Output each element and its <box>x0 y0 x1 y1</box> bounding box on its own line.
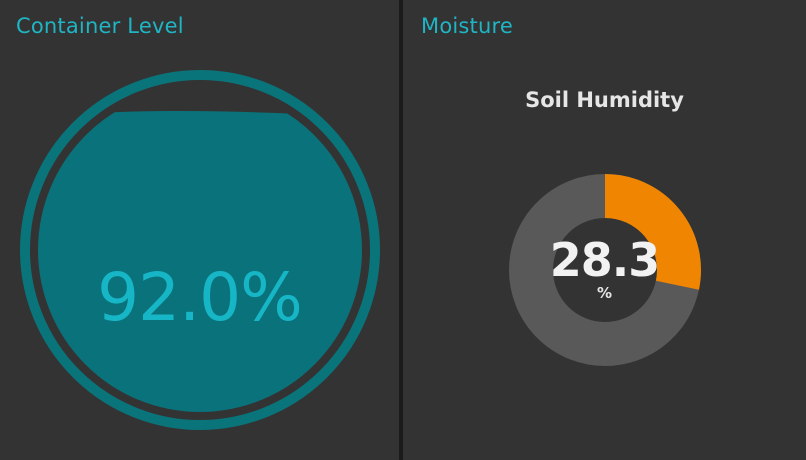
gauge-liquid-fill <box>38 111 362 412</box>
donut-value-arc <box>604 174 701 290</box>
moisture-card: Moisture Soil Humidity 28.3 % <box>403 0 806 460</box>
liquid-fill-gauge <box>20 70 380 430</box>
container-level-value: 92.0% <box>97 259 303 336</box>
soil-humidity-title: Soil Humidity <box>525 88 684 112</box>
gauge-outer-ring <box>20 70 380 430</box>
soil-humidity-donut <box>509 174 701 366</box>
container-level-card: Container Level 92.0% <box>0 0 399 460</box>
moisture-title: Moisture <box>421 14 513 38</box>
container-level-title: Container Level <box>16 14 184 38</box>
soil-humidity-value: 28.3 <box>549 233 661 287</box>
soil-humidity-unit: % <box>596 284 613 302</box>
